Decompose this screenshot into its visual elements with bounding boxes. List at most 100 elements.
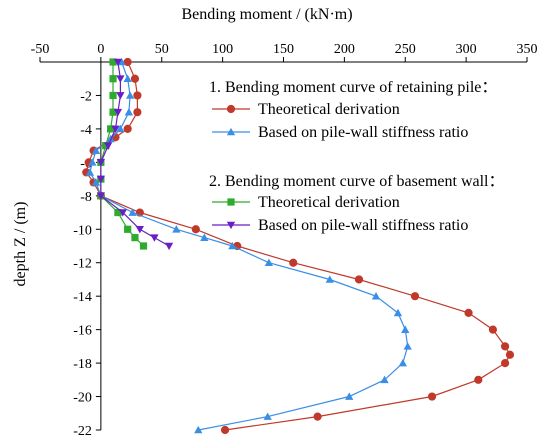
series-4 xyxy=(96,58,174,251)
data-point xyxy=(500,342,510,351)
y-axis-title: depth Z / (m) xyxy=(12,202,29,287)
x-axis-title: Bending moment / (kN·m) xyxy=(181,6,352,23)
y-tick-label: -18 xyxy=(73,357,92,372)
legend-label: Theoretical derivation xyxy=(258,194,400,211)
x-tick-label: 100 xyxy=(212,42,233,57)
y-tick-label: -10 xyxy=(73,223,92,238)
data-point xyxy=(505,350,515,359)
data-point xyxy=(345,392,354,400)
y-tick-label: -14 xyxy=(73,290,92,305)
data-point xyxy=(123,124,132,134)
x-tick-label: 200 xyxy=(334,42,355,57)
data-point xyxy=(313,412,322,421)
data-point xyxy=(124,108,134,116)
y-tick-label: -2 xyxy=(80,89,92,104)
y-tick-label: -4 xyxy=(80,123,92,138)
data-point xyxy=(289,258,298,267)
data-point xyxy=(96,175,106,184)
data-point xyxy=(130,74,140,83)
data-point xyxy=(194,425,203,434)
data-point xyxy=(106,134,115,143)
data-point xyxy=(118,209,127,217)
legend-swatch-marker xyxy=(226,221,236,230)
data-point xyxy=(111,125,120,134)
legend-swatch-marker xyxy=(226,127,236,136)
legend-item: Theoretical derivation xyxy=(212,101,400,118)
x-tick-label: 250 xyxy=(395,42,416,57)
data-point xyxy=(133,91,142,100)
data-point xyxy=(131,234,139,242)
data-point xyxy=(114,208,122,217)
data-point xyxy=(91,178,101,186)
legend-group2-title: 2. Bending moment curve of basement wall… xyxy=(209,173,505,190)
data-point xyxy=(96,192,106,200)
y-tick-label: -16 xyxy=(73,324,92,339)
data-point xyxy=(91,146,101,154)
data-point xyxy=(109,75,117,83)
data-point xyxy=(107,125,115,133)
legend-item: Based on pile-wall stiffness ratio xyxy=(212,124,468,141)
data-point xyxy=(96,159,106,167)
data-point xyxy=(88,158,97,166)
data-point xyxy=(125,91,135,99)
legend-item: Based on pile-wall stiffness ratio xyxy=(212,217,468,234)
data-point xyxy=(410,292,420,301)
legend-group1-title: 1. Bending moment curve of retaining pil… xyxy=(209,79,497,96)
data-point xyxy=(220,425,230,435)
data-point xyxy=(164,242,174,251)
data-point xyxy=(109,58,117,66)
data-point xyxy=(104,142,113,150)
data-point xyxy=(128,208,137,216)
data-point xyxy=(116,75,125,83)
data-point xyxy=(135,225,144,234)
data-point xyxy=(380,375,389,384)
data-point xyxy=(123,57,132,67)
x-tick-label: -50 xyxy=(31,42,50,57)
data-point xyxy=(393,308,403,317)
data-point xyxy=(264,258,274,267)
x-tick-label: 300 xyxy=(456,42,477,57)
data-point xyxy=(109,91,117,100)
x-tick-label: 150 xyxy=(273,42,294,57)
legend: 1. Bending moment curve of retaining pil… xyxy=(209,79,505,234)
data-point xyxy=(85,168,95,176)
data-point xyxy=(102,142,110,150)
data-point xyxy=(109,108,117,116)
data-point xyxy=(427,392,437,401)
data-point xyxy=(113,58,123,67)
data-point xyxy=(401,325,410,333)
y-tick-label: -8 xyxy=(80,190,92,205)
data-point xyxy=(371,292,381,300)
x-tick-label: 50 xyxy=(155,42,169,57)
legend-label: Based on pile-wall stiffness ratio xyxy=(258,124,468,141)
data-point xyxy=(123,74,132,83)
legend-label: Based on pile-wall stiffness ratio xyxy=(258,217,468,234)
y-tick-label: -12 xyxy=(73,257,92,272)
legend-item: Theoretical derivation xyxy=(212,194,400,211)
y-tick-label: -20 xyxy=(73,391,92,406)
series-layer xyxy=(82,57,515,435)
data-point xyxy=(398,358,407,367)
data-point xyxy=(500,358,510,368)
data-point xyxy=(124,225,132,233)
y-tick-label: -22 xyxy=(73,424,92,439)
legend-label: Theoretical derivation xyxy=(258,101,400,118)
data-point xyxy=(263,412,272,420)
series-2 xyxy=(85,57,412,434)
data-point xyxy=(139,242,148,250)
data-point xyxy=(117,57,126,66)
data-point xyxy=(325,275,334,283)
data-point xyxy=(464,308,473,318)
series-1 xyxy=(82,57,515,435)
legend-swatch-marker xyxy=(226,104,236,114)
data-point xyxy=(200,233,209,241)
data-point xyxy=(150,234,159,242)
data-point xyxy=(116,92,125,100)
data-point xyxy=(403,342,412,350)
data-point xyxy=(133,108,142,117)
data-point xyxy=(228,241,237,250)
data-point xyxy=(191,225,200,234)
legend-swatch-marker xyxy=(227,198,235,206)
data-point xyxy=(474,375,483,384)
